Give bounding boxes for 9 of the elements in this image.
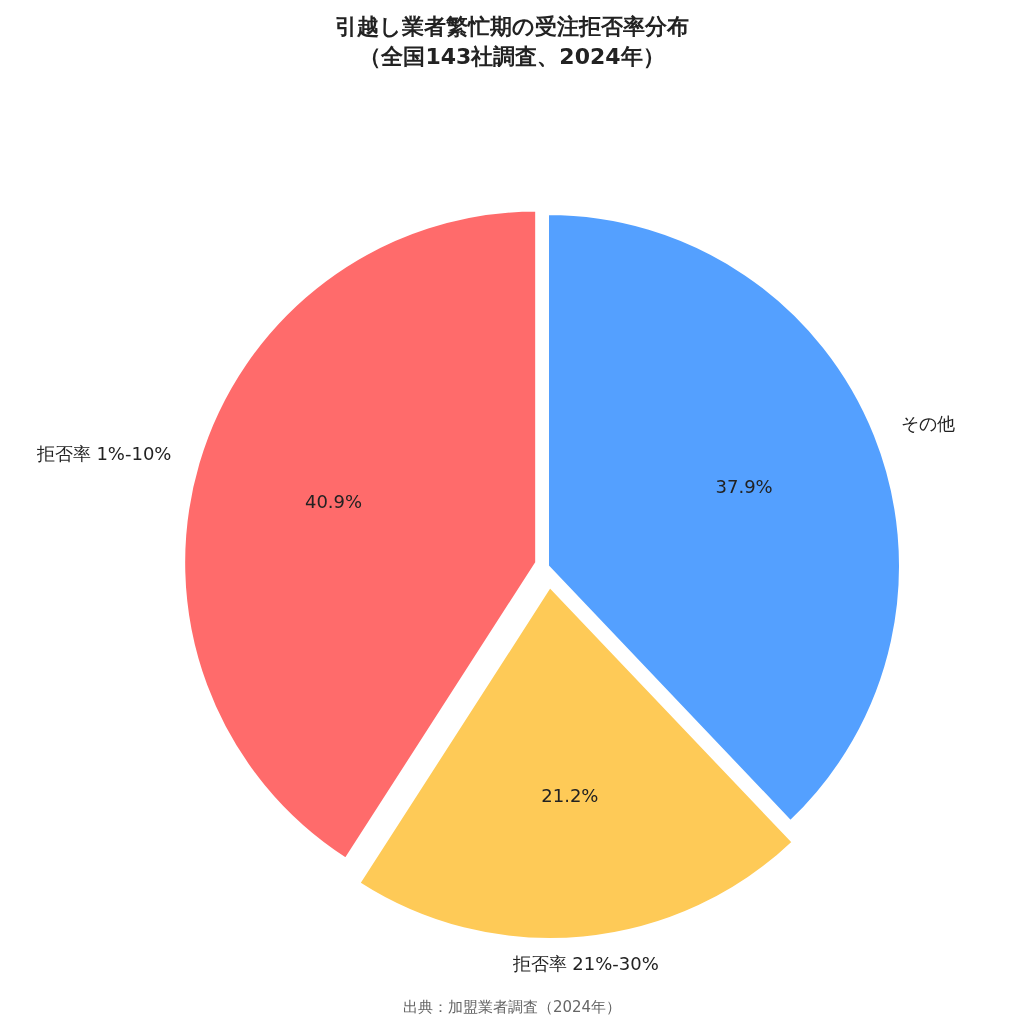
slice-label: その他 (901, 412, 956, 434)
data-label: 21.2% (541, 785, 599, 807)
data-label: 40.9% (304, 490, 363, 512)
data-label: 37.9% (715, 475, 773, 497)
chart-title: 引越し業者繁忙期の受注拒否率分布 (335, 14, 689, 39)
slice-label: 拒否率 1%-10% (35, 443, 172, 465)
slice-label: 拒否率 21%-30% (511, 953, 659, 975)
source-note: 出典：加盟業者調査（2024年） (402, 998, 622, 1016)
chart-subtitle: （全国143社調査、2024年） (359, 44, 665, 69)
